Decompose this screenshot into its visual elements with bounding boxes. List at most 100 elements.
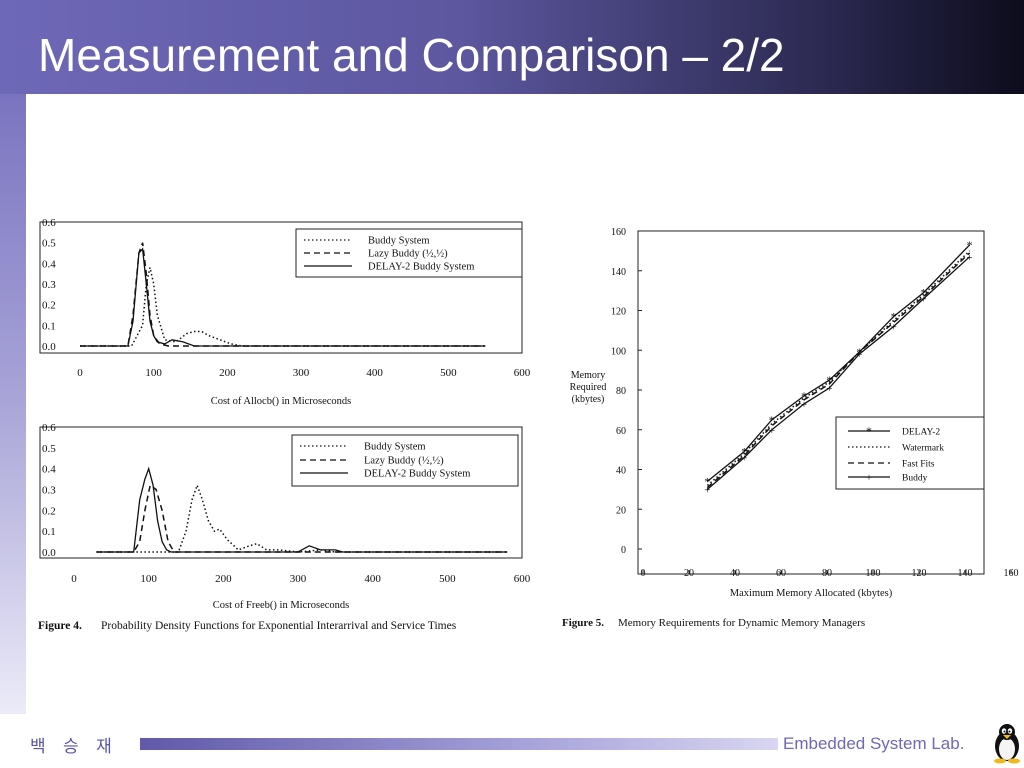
y-tick-label: 0.6 [42,422,56,434]
x-tick-label: 500 [440,367,457,379]
x-tick-label: 500 [439,573,456,585]
x-axis-label: Cost of Allocb() in Microseconds [211,396,352,407]
y-axis-label-line: Required [570,382,607,393]
y-tick-label: 0.5 [42,238,56,250]
side-decoration-bar [0,94,26,714]
data-point-marker: + [920,294,926,306]
y-tick-label: 100 [611,346,626,357]
y-tick-label: 0.2 [42,505,56,517]
legend-label-3: Buddy [902,474,928,484]
legend-marker: * [866,424,872,438]
y-tick-label: 0 [621,545,626,556]
figure-5-caption-label: Figure 5. [562,617,604,629]
series-line-2 [80,247,486,347]
x-axis-label: Maximum Memory Allocated (kbytes) [730,588,893,599]
series-line-2 [706,252,971,488]
data-point-marker: + [891,321,897,333]
footer-author: 백 승 재 [30,737,118,757]
figure-4-top-allocb-chart: 0.0 0.1 0.2 0.3 0.4 0.5 0.6 0 100 200 300 400 500 600… [39,217,531,407]
y-tick-label: 0.5 [42,443,56,455]
y-tick-label: 20 [616,505,626,516]
legend-label-1: Watermark [902,444,944,454]
x-tick-label: 200 [215,573,232,585]
penguin-icon [994,724,1020,764]
x-tick-label: 100 [145,367,162,379]
footer-gradient-bar [140,738,778,750]
y-tick-label: 140 [611,267,626,278]
x-tick-label: 100 [140,573,157,585]
title-bar [0,0,1024,94]
plot-frame [39,221,523,354]
x-tick-label: 300 [290,573,307,585]
y-tick-label: 80 [616,386,626,397]
x-tick-label: 300 [293,367,310,379]
data-point-marker: * [891,309,897,323]
legend-label-2: DELAY-2 Buddy System [368,262,474,273]
series-line-3 [706,256,971,490]
data-point-marker: * [801,389,807,403]
y-axis-label-line: (kbytes) [572,394,605,405]
plot-frame [637,230,985,575]
data-point-marker: * [704,474,710,488]
y-tick-label: 60 [616,426,626,437]
legend-marker: + [866,472,872,484]
figure-4-caption-text: Probability Density Functions for Expone… [101,620,457,632]
y-tick-label: 0.3 [42,485,56,497]
legend-label-0: Buddy System [364,442,426,453]
data-point-marker: + [741,453,747,465]
data-point-marker: + [769,425,775,437]
y-tick-label: 0.3 [42,279,56,291]
data-point-marker: + [856,349,862,361]
series-line-0 [80,267,486,347]
data-point-marker: + [826,383,832,395]
slide-content: 0.0 0.1 0.2 0.3 0.4 0.5 0.6 0 100 200 300 400 500 600… [26,94,1024,714]
y-tick-label: 0.4 [42,464,56,476]
x-tick-label: 0 [71,573,77,585]
data-point-marker: * [769,413,775,427]
legend-box [291,434,519,487]
x-tick-label: 600 [514,573,531,585]
figure-4-bottom-freeb-chart: 0.0 0.1 0.2 0.3 0.4 0.5 0.6 0 100 200 300 400 500 600… [39,422,531,611]
figures-canvas: 0.00.10.20.30.40.50.60 100 200 300 400 500 600… [38,217,1019,632]
data-point-marker: * [741,445,747,459]
series-line-1 [96,484,508,553]
legend-box [295,228,523,278]
y-tick-label: 160 [611,227,626,238]
data-point-marker: + [966,252,972,264]
slide-title: Measurement and Comparison – 2/2 [38,29,785,81]
data-point-marker: * [967,238,973,252]
x-axis-label: Cost of Freeb() in Microseconds [213,600,349,611]
series-line-0 [706,244,971,482]
figure-4-caption-label: Figure 4. [38,620,82,632]
legend-label-0: Buddy System [368,236,430,247]
data-point-marker: + [704,484,710,496]
data-point-marker: * [921,286,927,300]
y-tick-label: 0.0 [42,341,56,353]
series-line-1 [706,250,971,486]
plot-frame [39,426,523,559]
x-tick-label: 400 [366,367,383,379]
x-tick-label: 200 [219,367,236,379]
y-tick-label: 0.1 [42,320,56,332]
legend-label-2: DELAY-2 Buddy System [364,469,470,480]
footer-lab-name: Embedded System Lab. [783,734,965,753]
data-point-marker: * [826,373,832,387]
legend-label-1: Lazy Buddy (½,½) [368,249,448,260]
legend-label-0: DELAY-2 [902,428,940,438]
series-line-2 [96,466,508,553]
data-point-marker: + [801,399,807,411]
x-tick-label: 400 [364,573,381,585]
y-tick-label: 0.4 [42,258,56,270]
y-tick-label: 40 [616,466,626,477]
y-tick-label: 120 [611,307,626,318]
y-tick-label: 0.2 [42,300,56,312]
y-tick-label: 0.6 [42,217,56,229]
x-tick-label: 600 [514,367,531,379]
series-line-0 [96,483,508,553]
figure-5-memory-chart: 0204060801001201401600204060801001201401… [570,227,1019,599]
legend-label-2: Fast Fits [902,460,935,470]
legend-label-1: Lazy Buddy (½,½) [364,456,444,467]
y-axis-label-line: Memory [571,370,605,381]
y-tick-label: 0.0 [42,547,56,559]
x-tick-label: 0 [77,367,83,379]
